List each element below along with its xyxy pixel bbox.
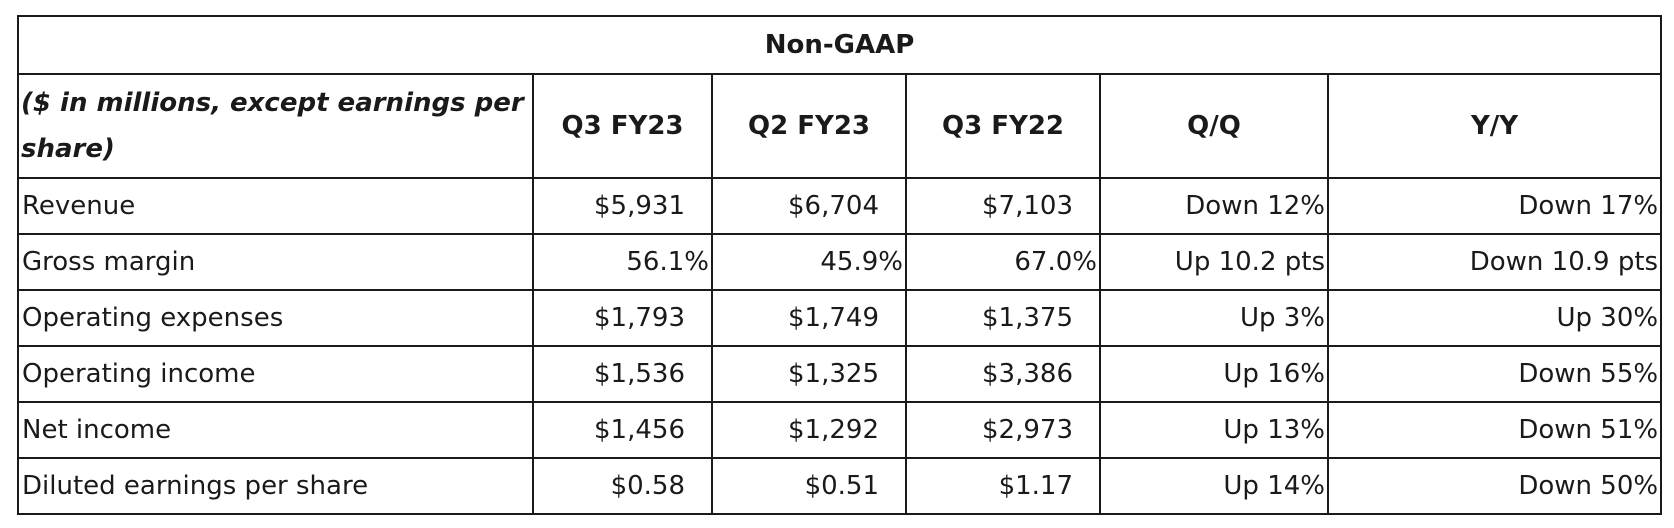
row-label: Operating expenses	[17, 289, 534, 347]
cell-q2fy23: 45.9%	[711, 233, 907, 291]
col-header-q3fy22: Q3 FY22	[905, 73, 1101, 179]
cell-qq: Up 3%	[1099, 289, 1329, 347]
table-row: Operating income $1,536 $1,325 $3,386 Up…	[17, 345, 1663, 403]
table-title: Non-GAAP	[16, 15, 1663, 75]
cell-yy: Down 17%	[1326, 177, 1663, 235]
col-header-q2fy23: Q2 FY23	[711, 73, 907, 179]
cell-yy: Down 51%	[1326, 401, 1663, 459]
cell-q3fy23: 56.1%	[532, 233, 713, 291]
cell-q3fy23: $1,456	[532, 401, 713, 459]
table-row: Revenue $5,931 $6,704 $7,103 Down 12% Do…	[17, 177, 1663, 235]
col-header-yy: Y/Y	[1326, 73, 1663, 179]
table-row: Operating expenses $1,793 $1,749 $1,375 …	[17, 289, 1663, 347]
table-row: Diluted earnings per share $0.58 $0.51 $…	[17, 457, 1663, 515]
row-label: Revenue	[17, 177, 534, 235]
cell-q2fy23: $1,325	[711, 345, 907, 403]
cell-qq: Up 13%	[1099, 401, 1329, 459]
row-label: Gross margin	[17, 233, 534, 291]
col-header-q3fy23: Q3 FY23	[532, 73, 713, 179]
cell-q3fy23: $1,793	[532, 289, 713, 347]
cell-q3fy23: $0.58	[532, 457, 713, 515]
cell-q3fy23: $5,931	[532, 177, 713, 235]
cell-q2fy23: $6,704	[711, 177, 907, 235]
cell-q2fy23: $0.51	[711, 457, 907, 515]
table-row: Net income $1,456 $1,292 $2,973 Up 13% D…	[17, 401, 1663, 459]
cell-q3fy22: $2,973	[905, 401, 1101, 459]
cell-q3fy23: $1,536	[532, 345, 713, 403]
non-gaap-table: Non-GAAP ($ in millions, except earnings…	[16, 15, 1663, 515]
cell-q3fy22: 67.0%	[905, 233, 1101, 291]
cell-yy: Down 50%	[1326, 457, 1663, 515]
col-header-qq: Q/Q	[1099, 73, 1329, 179]
cell-yy: Up 30%	[1326, 289, 1663, 347]
cell-q3fy22: $1,375	[905, 289, 1101, 347]
cell-yy: Down 10.9 pts	[1326, 233, 1663, 291]
cell-q2fy23: $1,749	[711, 289, 907, 347]
cell-yy: Down 55%	[1326, 345, 1663, 403]
table-header-row: ($ in millions, except earnings per shar…	[17, 73, 1663, 179]
table-row: Gross margin 56.1% 45.9% 67.0% Up 10.2 p…	[17, 233, 1663, 291]
cell-q3fy22: $3,386	[905, 345, 1101, 403]
cell-q3fy22: $1.17	[905, 457, 1101, 515]
row-label: Net income	[17, 401, 534, 459]
cell-qq: Down 12%	[1099, 177, 1329, 235]
units-note: ($ in millions, except earnings per shar…	[17, 73, 534, 179]
row-label: Operating income	[17, 345, 534, 403]
row-label: Diluted earnings per share	[17, 457, 534, 515]
cell-qq: Up 10.2 pts	[1099, 233, 1329, 291]
table-title-row: Non-GAAP	[16, 15, 1663, 75]
cell-qq: Up 14%	[1099, 457, 1329, 515]
cell-q3fy22: $7,103	[905, 177, 1101, 235]
cell-q2fy23: $1,292	[711, 401, 907, 459]
cell-qq: Up 16%	[1099, 345, 1329, 403]
